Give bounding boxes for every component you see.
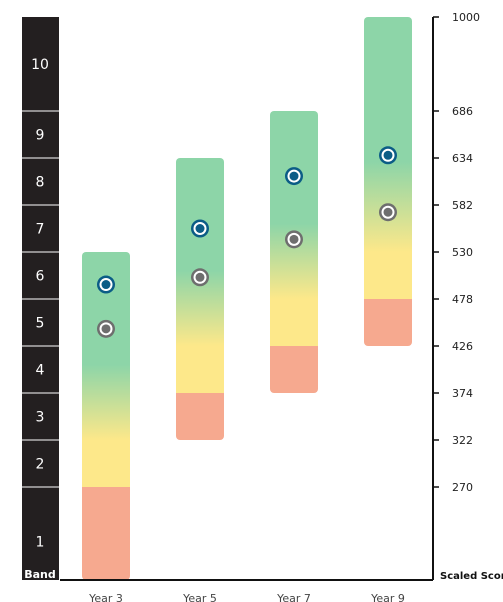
marker-core bbox=[383, 150, 393, 160]
range-lower-segment bbox=[364, 299, 412, 346]
category-label: Year 3 bbox=[88, 592, 123, 602]
band-label: 10 bbox=[31, 57, 49, 73]
marker-core bbox=[195, 272, 205, 282]
band-label: 3 bbox=[36, 410, 45, 426]
band-label: 2 bbox=[36, 457, 45, 473]
marker-core bbox=[101, 280, 111, 290]
score-marker-dark bbox=[285, 167, 303, 186]
marker-core bbox=[101, 324, 111, 334]
band-axis-title: Band bbox=[24, 568, 56, 581]
band-label: 7 bbox=[36, 222, 45, 238]
range-lower-segment bbox=[176, 393, 224, 440]
band-label: 1 bbox=[36, 535, 45, 551]
score-tick-label: 634 bbox=[452, 152, 473, 165]
score-tick-label: 530 bbox=[452, 246, 473, 259]
range-bar bbox=[176, 158, 224, 440]
range-bar bbox=[82, 252, 130, 580]
score-axis-title: Scaled Score bbox=[440, 571, 503, 582]
marker-core bbox=[289, 171, 299, 181]
band-label: 8 bbox=[36, 175, 45, 191]
marker-core bbox=[383, 207, 393, 217]
score-marker-dark bbox=[97, 275, 115, 294]
score-marker-dark bbox=[379, 146, 397, 165]
score-tick-label: 1000 bbox=[452, 11, 480, 24]
category-label: Year 5 bbox=[182, 592, 217, 602]
score-marker-grey bbox=[285, 230, 303, 249]
score-tick-label: 426 bbox=[452, 340, 473, 353]
band-label: 6 bbox=[36, 269, 45, 285]
band-label: 5 bbox=[36, 316, 45, 332]
score-tick-label: 374 bbox=[452, 387, 473, 400]
marker-core bbox=[289, 234, 299, 244]
range-bar bbox=[364, 17, 412, 346]
score-marker-grey bbox=[97, 319, 115, 338]
band-label: 4 bbox=[36, 363, 45, 379]
score-tick-label: 322 bbox=[452, 434, 473, 447]
band-label: 9 bbox=[36, 128, 45, 144]
score-tick-label: 582 bbox=[452, 199, 473, 212]
score-marker-grey bbox=[191, 268, 209, 287]
range-bar bbox=[270, 111, 318, 393]
marker-core bbox=[195, 224, 205, 233]
range-upper-segment bbox=[270, 111, 318, 346]
score-marker-grey bbox=[379, 203, 397, 222]
score-marker-dark bbox=[191, 219, 209, 238]
score-tick-label: 686 bbox=[452, 105, 473, 118]
category-label: Year 9 bbox=[370, 592, 405, 602]
range-lower-segment bbox=[270, 346, 318, 393]
category-label: Year 7 bbox=[276, 592, 311, 602]
range-lower-segment bbox=[82, 487, 130, 580]
score-tick-label: 478 bbox=[452, 293, 473, 306]
score-tick-label: 270 bbox=[452, 481, 473, 494]
